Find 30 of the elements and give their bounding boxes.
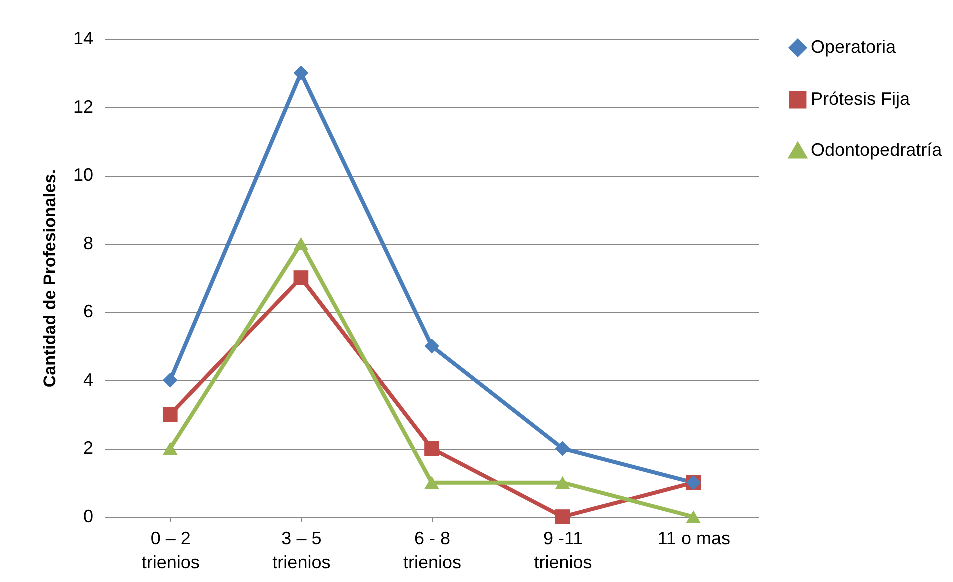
y-tick-label: 12: [73, 96, 94, 117]
x-tick-label: 11 o mas: [658, 528, 730, 548]
y-tick-label: 6: [83, 302, 94, 322]
y-tick-label: 2: [83, 438, 94, 458]
x-tick-label: 3 – 5 trienios: [272, 528, 331, 572]
x-tick-label: 9 -11 trienios: [534, 528, 592, 572]
point: [294, 270, 309, 286]
x-tick-label: 6 - 8 trienios: [403, 528, 462, 572]
point: [555, 441, 570, 456]
point: [555, 476, 570, 490]
point: [686, 510, 702, 524]
y-tick-label: 4: [83, 370, 94, 390]
y-tick-label: 14: [73, 28, 94, 48]
legend-label: Prótesis Fija: [811, 89, 912, 109]
x-tick-label: 0 – 2 trienios: [142, 528, 200, 572]
point: [162, 407, 178, 422]
y-axis-title: Cantidad de Profesionales.: [40, 169, 60, 388]
y-tick-label: 0: [83, 506, 94, 526]
y-tick-label: 10: [73, 165, 94, 186]
point: [162, 442, 178, 456]
point: [555, 510, 570, 524]
y-tick-label: 8: [83, 233, 94, 254]
point: [424, 441, 440, 456]
legend-label: Odontopedratría: [811, 140, 944, 160]
point: [424, 476, 440, 490]
point: [294, 237, 309, 250]
legend-label: Operatoria: [811, 37, 898, 57]
point: [294, 66, 309, 81]
point: [162, 373, 178, 388]
point: [424, 338, 440, 354]
